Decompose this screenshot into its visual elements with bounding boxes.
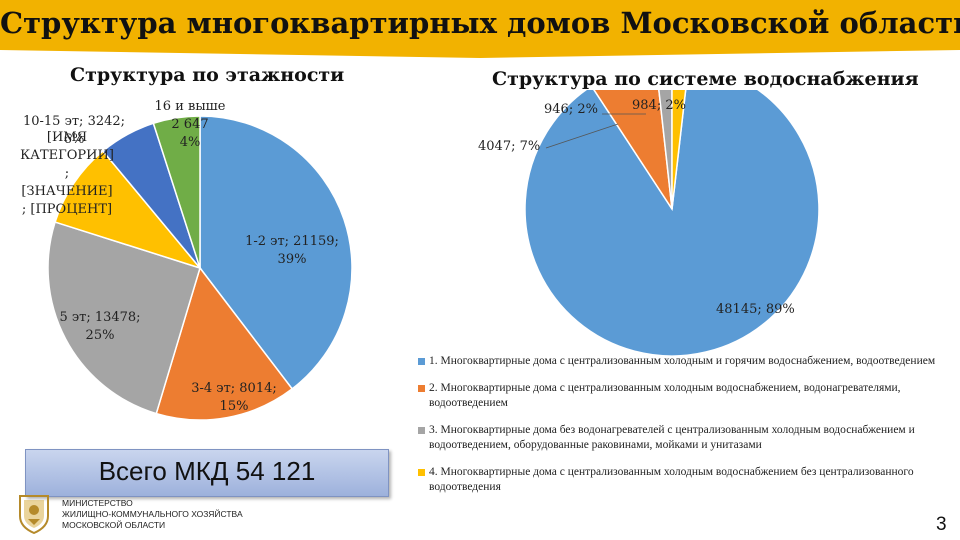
header-banner [0,0,960,58]
water-data-label-1: 4047; 7% [478,139,540,154]
water-supply-legend: 1. Многоквартирные дома с централизованн… [416,354,956,507]
floors-data-label-3: [ИМЯ КАТЕГОРИИ]; [ЗНАЧЕНИЕ]; [ПРОЦЕНТ] [20,130,114,217]
legend-label: 3. Многоквартирные дома без водонагреват… [429,424,915,451]
ministry-caption: МИНИСТЕРСТВО ЖИЛИЩНО-КОММУНАЛЬНОГО ХОЗЯЙ… [62,498,243,531]
total-mkd-box: Всего МКД 54 121 [25,449,389,497]
floors-data-label-1: 3-4 эт; 8014; 15% [191,381,277,414]
water-data-label-0: 48145; 89% [716,302,795,317]
floors-slice-3 [54,150,203,270]
coat-of-arms-icon [19,495,49,534]
legend-item: 2. Многоквартирные дома с централизованн… [416,381,956,411]
floors-slice-1 [155,266,294,421]
floors-data-label-0: 1-2 эт; 21159; 39% [245,234,339,267]
legend-swatch [418,427,425,434]
water-data-label-3: 984; 2% [632,98,686,113]
legend-item: 1. Многоквартирные дома с централизованн… [416,354,956,369]
water-slice-3 [671,90,687,210]
floors-slice-2 [47,221,201,415]
water-leader-line-1 [545,123,619,149]
water-slice-0 [524,90,820,357]
legend-label: 4. Многоквартирные дома с централизованн… [429,466,914,493]
floors-data-label-4: 10-15 эт; 3242; 6% [23,114,125,147]
legend-label: 1. Многоквартирные дома с централизованн… [429,355,936,367]
legend-item: 4. Многоквартирные дома с централизованн… [416,465,956,495]
ministry-line: МИНИСТЕРСТВО [62,498,133,508]
legend-swatch [418,385,425,392]
floors-slice-5 [152,115,201,269]
ministry-line: МОСКОВСКОЙ ОБЛАСТИ [62,520,166,530]
legend-label: 2. Многоквартирные дома с централизованн… [429,382,901,409]
water-slice-1 [593,90,673,210]
floors-pie-chart: 1-2 эт; 21159; 39% 3-4 эт; 8014; 15% 5 эт; 1… [20,99,353,421]
water-slice-2 [658,90,673,210]
legend-swatch [418,469,425,476]
ministry-line: ЖИЛИЩНО-КОММУНАЛЬНОГО ХОЗЯЙСТВА [62,509,243,519]
total-mkd-text: Всего МКД 54 121 [98,456,316,486]
legend-swatch [418,358,425,365]
floors-slice-0 [199,115,353,390]
water-supply-pie-chart: 48145; 89% 4047; 7% 946; 2% 984; 2% [478,90,820,357]
chart1-title: Структура по этажности [70,64,345,86]
water-data-label-2: 946; 2% [544,102,598,117]
floors-data-label-2: 5 эт; 13478; 25% [59,310,140,343]
chart2-title: Структура по системе водоснабжения [492,68,919,90]
legend-item: 3. Многоквартирные дома без водонагреват… [416,423,956,453]
floors-data-label-5: 16 и выше 2 647 4% [155,99,226,150]
page-number: 3 [936,514,947,535]
page-title: Структура многоквартирных домов Московск… [0,6,960,40]
